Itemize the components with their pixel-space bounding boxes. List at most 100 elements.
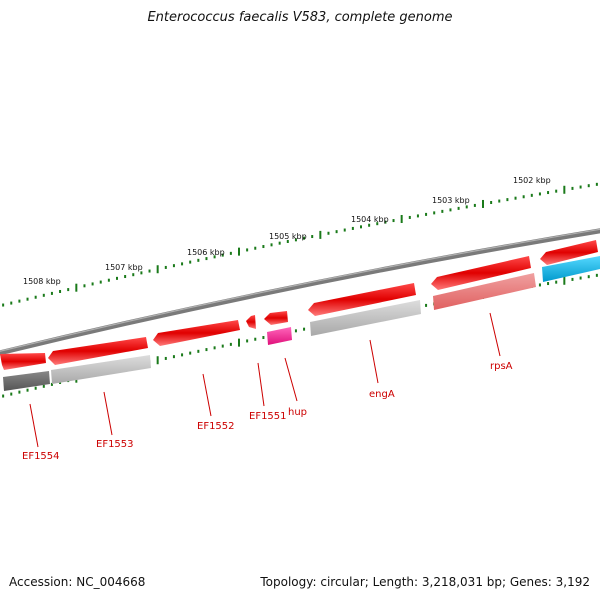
minor-tick — [262, 336, 265, 340]
minor-tick — [384, 220, 387, 224]
minor-tick — [116, 276, 118, 280]
cog-bar-enga — [310, 300, 421, 336]
minor-tick — [351, 226, 354, 230]
minor-tick — [132, 273, 135, 277]
minor-tick — [343, 228, 346, 232]
minor-tick — [50, 382, 53, 386]
minor-tick — [555, 189, 558, 193]
gene-label-ef1554[interactable]: EF1554 — [22, 451, 60, 462]
minor-tick — [392, 219, 395, 223]
minor-tick — [514, 196, 517, 200]
kbp-label: 1507 kbp — [105, 263, 143, 272]
topology-text: Topology: circular; Length: 3,218,031 bp… — [260, 575, 590, 589]
minor-tick — [10, 301, 13, 305]
major-tick — [238, 338, 240, 347]
gene-arrow-ef1553[interactable] — [48, 337, 148, 365]
minor-tick — [254, 337, 257, 341]
minor-tick — [498, 199, 501, 203]
minor-tick — [270, 243, 273, 247]
kbp-label: 1508 kbp — [23, 277, 61, 286]
major-tick — [482, 199, 484, 208]
scale-ticks-outer — [2, 182, 598, 307]
minor-tick — [441, 209, 444, 213]
gene-label-ef1552[interactable]: EF1552 — [197, 421, 235, 432]
minor-tick — [189, 351, 192, 355]
major-tick — [156, 356, 159, 365]
minor-tick — [579, 276, 582, 280]
minor-tick — [172, 264, 175, 268]
minor-tick — [449, 208, 452, 212]
minor-tick — [376, 222, 379, 226]
minor-tick — [425, 212, 428, 216]
gene-label-ef1551[interactable]: EF1551 — [249, 411, 287, 422]
minor-tick — [99, 280, 102, 284]
kbp-label: 1502 kbp — [513, 176, 551, 185]
gene-arrow-right-partial[interactable] — [540, 240, 598, 265]
minor-tick — [10, 392, 13, 396]
minor-tick — [164, 265, 167, 269]
major-tick — [75, 283, 78, 292]
minor-tick — [327, 231, 330, 235]
gene-label-enga[interactable]: engA — [369, 389, 395, 400]
minor-tick — [189, 260, 192, 264]
minor-tick — [303, 236, 306, 240]
gene-arrow-enga[interactable] — [308, 283, 416, 316]
minor-tick — [148, 269, 151, 273]
minor-tick — [67, 288, 70, 292]
minor-tick — [2, 303, 5, 307]
minor-tick — [18, 390, 21, 394]
minor-tick — [246, 248, 249, 252]
kbp-label: 1505 kbp — [269, 232, 307, 241]
minor-tick — [490, 201, 493, 205]
minor-tick — [197, 258, 200, 262]
minor-tick — [221, 253, 224, 257]
genome-backbone — [0, 228, 600, 356]
minor-tick — [547, 282, 550, 286]
minor-tick — [311, 235, 314, 239]
minor-tick — [433, 211, 436, 215]
cog-bar-rpsa — [433, 273, 536, 310]
minor-tick — [164, 356, 167, 360]
gene-arrow-ef1551[interactable] — [246, 315, 256, 329]
gene-label-rpsa[interactable]: rpsA — [490, 361, 513, 372]
minor-tick — [26, 388, 29, 392]
cog-bar-ef1554 — [3, 371, 50, 391]
minor-tick — [18, 299, 21, 303]
minor-tick — [294, 329, 297, 333]
gene-label-ef1553[interactable]: EF1553 — [96, 439, 134, 450]
minor-tick — [555, 280, 558, 284]
minor-tick — [571, 186, 574, 190]
gene-arrow-hup[interactable] — [264, 311, 288, 325]
minor-tick — [59, 289, 62, 293]
minor-tick — [538, 192, 541, 196]
minor-tick — [124, 275, 127, 279]
minor-tick — [83, 284, 86, 288]
minor-tick — [91, 282, 94, 286]
gene-label-leaders — [29, 312, 501, 448]
minor-tick — [425, 303, 428, 307]
minor-tick — [50, 291, 53, 295]
minor-tick — [368, 223, 371, 227]
minor-tick — [205, 257, 208, 261]
minor-tick — [595, 273, 598, 277]
major-tick — [400, 215, 403, 223]
gene-arrow-ef1552[interactable] — [153, 320, 240, 346]
cog-bar-hup — [267, 327, 292, 345]
minor-tick — [197, 349, 200, 353]
kbp-label: 1506 kbp — [187, 248, 225, 257]
minor-tick — [538, 283, 541, 287]
minor-tick — [221, 344, 224, 348]
minor-tick — [579, 185, 582, 189]
minor-tick — [2, 394, 5, 398]
minor-tick — [571, 277, 574, 281]
kbp-label: 1504 kbp — [351, 215, 389, 224]
minor-tick — [286, 239, 289, 243]
major-tick — [238, 247, 240, 256]
gene-arrow-rpsa[interactable] — [431, 256, 531, 290]
minor-tick — [42, 384, 45, 388]
gene-label-hup[interactable]: hup — [288, 407, 307, 418]
gene-arrow-ef1554[interactable] — [0, 353, 46, 370]
cog-bar-right-partial — [542, 256, 600, 282]
minor-tick — [335, 230, 338, 234]
